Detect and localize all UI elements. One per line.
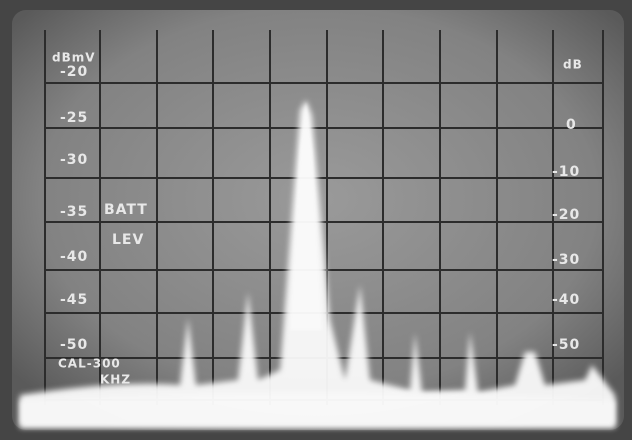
lev-label: LEV — [112, 232, 144, 248]
trace — [20, 100, 615, 428]
right-scale-label: -20 — [552, 207, 580, 223]
right-scale-label: -50 — [552, 337, 580, 353]
right-scale-label: 0 — [566, 117, 577, 133]
right-scale-label: -30 — [552, 252, 580, 268]
left-scale-label: -45 — [60, 292, 88, 308]
left-scale-label: -50 — [60, 337, 88, 353]
right-unit: dB — [563, 58, 583, 72]
left-scale-label: -40 — [60, 249, 88, 265]
khz-label: KHZ — [100, 373, 131, 387]
left-scale-label: -20 — [60, 64, 88, 80]
left-scale-label: -25 — [60, 110, 88, 126]
right-scale-label: -40 — [552, 292, 580, 308]
right-scale-label: -10 — [552, 164, 580, 180]
left-scale-label: -35 — [60, 204, 88, 220]
batt-label: BATT — [104, 202, 148, 218]
cal-label: CAL-300 — [58, 357, 121, 371]
left-unit: dBmV — [52, 51, 96, 65]
left-scale-label: -30 — [60, 152, 88, 168]
